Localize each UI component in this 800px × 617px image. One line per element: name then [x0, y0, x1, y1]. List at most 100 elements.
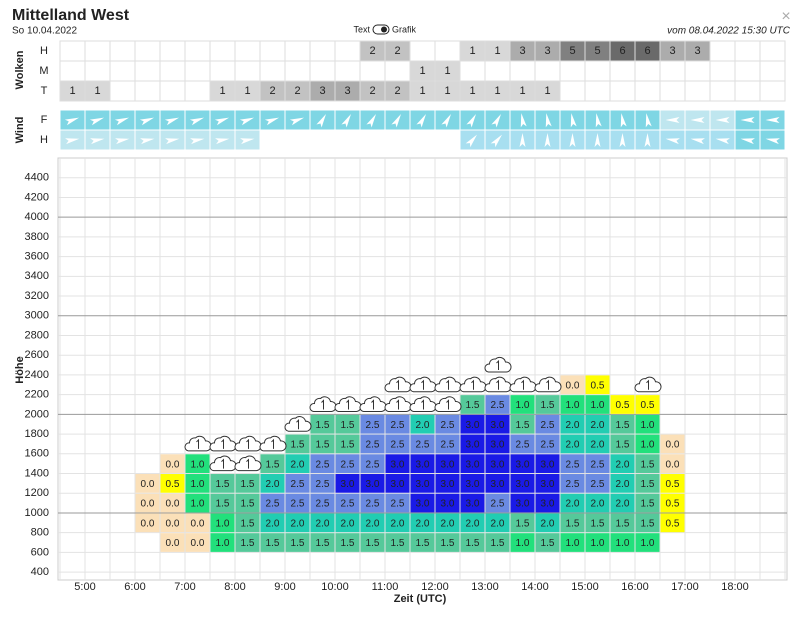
heat-cell	[635, 474, 660, 493]
cloud-cover	[535, 81, 560, 101]
heat-label: 2.0	[616, 499, 630, 510]
toggle-text[interactable]: Text	[353, 24, 370, 34]
cloud-value: 1	[419, 85, 425, 97]
heat-label: 1.5	[641, 479, 655, 490]
heat-label: 2.0	[266, 479, 280, 490]
wind-arrow	[391, 113, 401, 128]
cloud-cover	[285, 81, 310, 101]
x-axis-title: Zeit (UTC)	[394, 593, 447, 605]
heat-cell	[485, 533, 510, 552]
heat-label: 1.5	[341, 538, 355, 549]
heat-label: 2.5	[341, 499, 355, 510]
heat-label: 3.0	[366, 479, 380, 490]
wind-cell	[334, 129, 361, 151]
cumulus	[309, 396, 337, 412]
close[interactable]: ×	[781, 8, 790, 25]
heat-cell	[135, 493, 160, 513]
cloud-cover	[460, 81, 485, 101]
y-tick-label: 800	[31, 527, 49, 539]
cloud-value: 2	[369, 85, 375, 97]
heat-label: 1.0	[616, 538, 630, 549]
wind-arrow	[366, 113, 376, 128]
heat-label: 2.0	[591, 440, 605, 451]
heat-cell	[385, 474, 410, 493]
heat-cell	[510, 434, 535, 454]
wind-arrow	[341, 113, 351, 128]
heat-cell	[585, 434, 610, 454]
cloud-value: 3	[519, 45, 525, 57]
heat-label: 1.5	[341, 440, 355, 451]
toggle-grafik[interactable]: Grafik	[392, 24, 417, 34]
y-tick-label: 400	[31, 566, 49, 578]
heat-cell	[460, 454, 485, 474]
heat-label: 1.0	[591, 538, 605, 549]
row-label: F	[41, 114, 48, 126]
cloud-value: 1	[444, 85, 450, 97]
grid-cell	[584, 60, 611, 82]
wind-arrow	[715, 117, 730, 123]
heat-label: 3.0	[441, 459, 455, 470]
heat-cell	[585, 414, 610, 434]
heat-cell	[310, 474, 335, 493]
y-tick-label: 1800	[25, 428, 49, 440]
cloud-value: 1	[469, 45, 475, 57]
heat-cell	[185, 533, 210, 552]
cloud-cover	[510, 81, 535, 101]
grid-cell	[434, 40, 461, 62]
grid-cell	[734, 40, 761, 62]
x-tick-label: 9:00	[274, 581, 295, 593]
cumulus	[459, 376, 487, 393]
heat-label: 2.5	[341, 459, 355, 470]
toggle-knob	[381, 26, 387, 33]
heat-cell	[535, 513, 560, 533]
x-tick-label: 16:00	[621, 581, 649, 593]
heat-cell	[660, 493, 685, 513]
heat-cell	[285, 533, 310, 552]
heat-cell	[360, 493, 385, 513]
heat-label: 3.0	[466, 440, 480, 451]
cloud-cover	[535, 41, 560, 61]
grid-cell	[309, 40, 336, 62]
heat-label: 1.5	[241, 538, 255, 549]
heat-label: 3.0	[416, 479, 430, 490]
heat-cell	[635, 434, 660, 454]
cloud-value: 3	[544, 45, 550, 57]
cloud-value: 1	[419, 65, 425, 77]
y-tick-label: 1400	[25, 467, 49, 479]
heat-label: 1.5	[591, 518, 605, 529]
cloud-value: 1	[244, 85, 250, 97]
heat-cell	[535, 414, 560, 434]
cloud-cover	[585, 41, 610, 61]
cloud-cover	[635, 41, 660, 61]
wind-arrow	[465, 134, 477, 148]
heat-cell	[360, 414, 385, 434]
heat-label: 2.0	[266, 518, 280, 529]
heat-label: 3.0	[466, 459, 480, 470]
heat-label: 2.5	[566, 479, 580, 490]
heat-cell	[335, 493, 360, 513]
grid-cell	[609, 80, 636, 102]
heat-label: 1.0	[641, 440, 655, 451]
cloud-cover	[410, 81, 435, 101]
grid-cell	[159, 80, 186, 102]
heat-cell	[435, 454, 460, 474]
heat-label: 1.5	[291, 440, 305, 451]
cumulus	[384, 396, 412, 412]
heat-cell	[635, 454, 660, 474]
grid-cell	[109, 40, 136, 62]
cloud-cover	[385, 41, 410, 61]
heat-label: 1.5	[441, 538, 455, 549]
grid-cell	[59, 40, 86, 62]
cloud-cover	[360, 81, 385, 101]
cumulus	[334, 396, 362, 412]
heat-label: 2.5	[541, 440, 555, 451]
heat-label: 0.5	[641, 400, 655, 411]
wind-cell	[434, 129, 461, 151]
heat-cell	[260, 493, 285, 513]
cloud-value: 3	[694, 45, 700, 57]
heat-label: 1.5	[541, 400, 555, 411]
heat-label: 1.5	[416, 538, 430, 549]
heat-cell	[460, 493, 485, 513]
heat-cell	[560, 434, 585, 454]
wind-arrow	[165, 138, 180, 145]
